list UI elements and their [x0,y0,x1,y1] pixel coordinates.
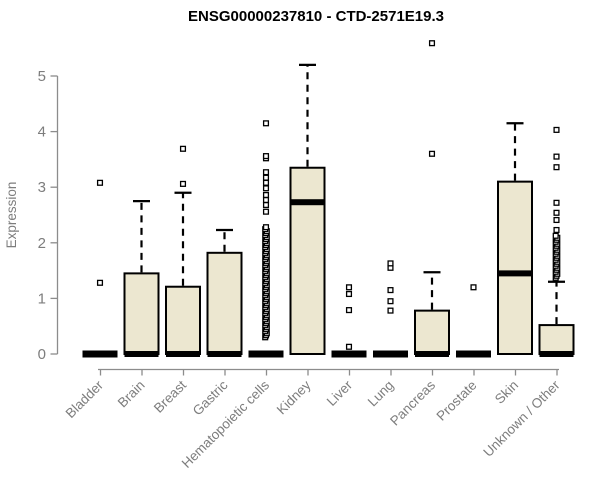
median-line [166,351,200,357]
y-tick-label-0: 0 [38,346,46,363]
outlier-point [387,260,394,267]
box-iqr [497,180,533,355]
outlier-point [96,279,104,286]
x-tick-label-breast: Breast [151,377,189,415]
outlier-point [470,284,477,291]
x-tick-label-pancreas: Pancreas [387,377,438,428]
box-iqr [165,285,201,355]
boxplot-breast [165,145,201,357]
box-iqr [123,272,160,356]
median-line [456,350,491,358]
outlier-point [387,307,394,314]
boxplot-skin [497,122,533,355]
boxplots [82,40,575,358]
outlier-point [262,196,270,204]
outlier-point [553,216,560,224]
median-line [290,199,325,206]
median-line [124,351,159,357]
boxplot-kidney [289,63,326,355]
outlier-point [345,343,353,350]
outlier-point [96,179,104,186]
outlier-point [262,179,270,186]
outlier-point [553,199,560,206]
outlier-point [345,284,353,291]
boxplot-lung [373,260,408,358]
x-tick-label-bladder: Bladder [63,377,107,421]
y-tick-label-2: 2 [38,235,46,252]
y-tick-label-4: 4 [38,124,46,141]
box-iqr [206,251,243,355]
x-tick-label-gastric: Gastric [190,377,231,418]
y-tick-label-1: 1 [38,290,46,307]
x-tick-label-prostate: Prostate [433,378,479,424]
chart-title: ENSG00000237810 - CTD-2571E19.3 [188,8,444,25]
boxplot-liver [331,284,367,358]
y-axis-label: Expression [4,182,19,249]
median-line [498,270,532,277]
box-iqr [538,324,575,356]
box-iqr [414,309,450,355]
outlier-point [387,298,394,305]
boxplot-unknown-other [538,126,575,357]
outlier-point [179,180,187,187]
boxplot-bladder [82,179,118,358]
outlier-point [262,191,270,199]
median-line [331,350,367,358]
x-tick-label-brain: Brain [115,378,148,411]
median-line [207,351,242,357]
outlier-point [262,153,270,160]
outlier-point [262,185,270,192]
boxplot-pancreas [414,40,450,357]
outlier-point [553,209,560,216]
outlier-point [387,287,394,294]
x-tick-label-kidney: Kidney [274,377,314,417]
box-iqr [289,166,326,355]
outlier-point [262,174,270,181]
outlier-point [262,208,270,215]
boxplot-brain [123,200,160,357]
outlier-point [553,153,560,160]
boxplot-prostate [456,284,491,358]
x-tick-label-skin: Skin [492,378,521,407]
outlier-point [262,120,270,127]
outlier-point [428,40,436,47]
y-tick-label-5: 5 [38,68,46,85]
x-tick-label-unknown-other: Unknown / Other [480,377,563,460]
outlier-point [345,307,353,314]
outlier-point [262,169,270,176]
outlier-point [553,164,560,171]
boxplot-hematopoietic-cells [248,120,284,358]
median-line [415,351,449,357]
median-line [82,350,118,358]
outlier-point [553,226,560,234]
outlier-point [553,126,560,133]
outlier-point [428,150,436,157]
outlier-point [262,201,270,209]
outlier-point [345,290,353,298]
median-line [539,351,574,357]
median-line [373,350,408,358]
x-tick-label-liver: Liver [324,377,356,409]
outlier-point [552,232,559,239]
outlier-point [179,145,187,152]
median-line [248,350,284,358]
outlier-point [262,224,270,231]
y-tick-label-3: 3 [38,179,46,196]
x-tick-label-lung: Lung [365,378,397,410]
boxplot-gastric [206,228,243,357]
